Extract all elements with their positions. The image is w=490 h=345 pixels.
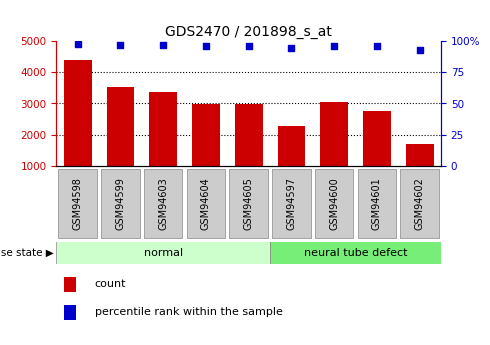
Bar: [149, 92, 177, 166]
Point: [330, 43, 338, 49]
Text: GSM94597: GSM94597: [287, 177, 296, 230]
Text: neural tube defect: neural tube defect: [304, 248, 407, 258]
Point: [288, 45, 295, 50]
Point: [117, 42, 124, 48]
Text: percentile rank within the sample: percentile rank within the sample: [95, 307, 283, 317]
Bar: [270, 241, 441, 264]
Text: count: count: [95, 279, 126, 289]
Bar: [272, 169, 311, 238]
Bar: [64, 277, 76, 292]
Bar: [277, 126, 305, 166]
Bar: [58, 169, 97, 238]
Bar: [315, 169, 353, 238]
Text: GSM94605: GSM94605: [244, 177, 254, 230]
Text: GSM94600: GSM94600: [329, 177, 339, 230]
Bar: [320, 102, 348, 166]
Text: normal: normal: [144, 248, 183, 258]
Bar: [101, 169, 140, 238]
Bar: [363, 111, 391, 166]
Bar: [187, 169, 225, 238]
Text: GSM94601: GSM94601: [372, 177, 382, 230]
Text: GSM94599: GSM94599: [116, 177, 125, 230]
Bar: [64, 60, 92, 166]
Point: [159, 42, 167, 48]
Text: GSM94603: GSM94603: [158, 177, 168, 230]
Bar: [358, 169, 396, 238]
Bar: [106, 87, 134, 166]
Point: [202, 43, 210, 49]
Bar: [229, 169, 268, 238]
Title: GDS2470 / 201898_s_at: GDS2470 / 201898_s_at: [165, 25, 332, 39]
Text: GSM94598: GSM94598: [73, 177, 83, 230]
Bar: [192, 105, 220, 166]
Point: [245, 43, 252, 49]
Bar: [235, 105, 263, 166]
Bar: [406, 144, 434, 166]
Point: [74, 41, 82, 47]
Bar: [400, 169, 439, 238]
Point: [373, 43, 381, 49]
Text: GSM94604: GSM94604: [201, 177, 211, 230]
Point: [416, 47, 423, 53]
Bar: [56, 241, 270, 264]
Bar: [64, 305, 76, 320]
Bar: [144, 169, 182, 238]
Text: GSM94602: GSM94602: [415, 177, 425, 230]
Text: disease state ▶: disease state ▶: [0, 248, 54, 258]
